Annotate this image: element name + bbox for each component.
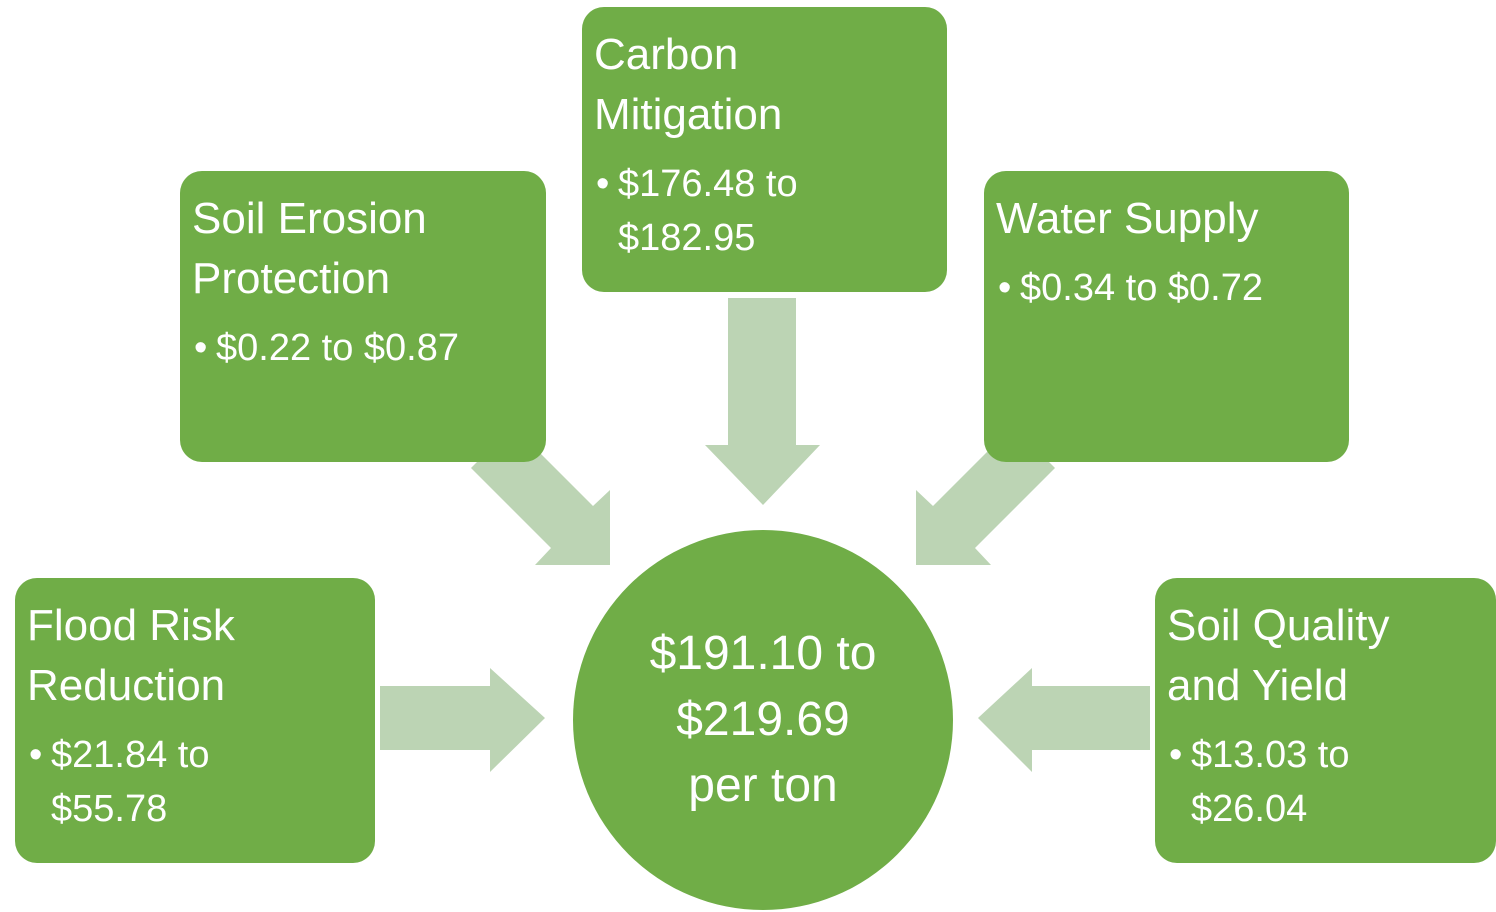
arrow	[380, 668, 545, 772]
node-value: $13.03 to $26.04	[1167, 728, 1484, 836]
total-line: per ton	[688, 759, 838, 812]
node-title: Carbon	[594, 30, 739, 79]
node-value: $21.84 to $55.78	[27, 728, 363, 836]
arrow	[978, 668, 1150, 772]
total-circle: $191.10 to $219.69 per ton	[573, 530, 953, 910]
node-box: Water Supply $0.34 to $0.72	[984, 171, 1349, 462]
node-value: $0.34 to $0.72	[996, 261, 1337, 315]
node-title: and Yield	[1167, 661, 1349, 710]
arrow	[705, 298, 820, 505]
value-line: $0.34 to $0.72	[1020, 267, 1263, 309]
value-line: $182.95	[618, 217, 756, 259]
node-value: $0.22 to $0.87	[192, 321, 534, 375]
value-line: $26.04	[1191, 788, 1308, 830]
total-line: $219.69	[676, 693, 850, 746]
value-line: $176.48 to	[618, 163, 798, 205]
node-title: Soil Quality	[1167, 601, 1390, 650]
node-title: Protection	[192, 254, 391, 303]
node-title: Flood Risk	[27, 601, 235, 650]
value-line: $55.78	[51, 788, 168, 830]
node-box: Carbon Mitigation $176.48 to $182.95	[582, 7, 947, 292]
value-line: $21.84 to	[51, 734, 210, 776]
node-title: Reduction	[27, 661, 226, 710]
node-value: $176.48 to $182.95	[594, 157, 935, 265]
total-line: $191.10 to	[649, 627, 877, 680]
node-title: Water Supply	[996, 194, 1259, 243]
value-line: $13.03 to	[1191, 734, 1350, 776]
node-title: Mitigation	[594, 90, 783, 139]
node-box: Flood Risk Reduction $21.84 to $55.78	[15, 578, 375, 863]
node-box: Soil Erosion Protection $0.22 to $0.87	[180, 171, 546, 462]
node-title: Soil Erosion	[192, 194, 427, 243]
node-box: Soil Quality and Yield $13.03 to $26.04	[1155, 578, 1496, 863]
value-line: $0.22 to $0.87	[216, 327, 459, 369]
